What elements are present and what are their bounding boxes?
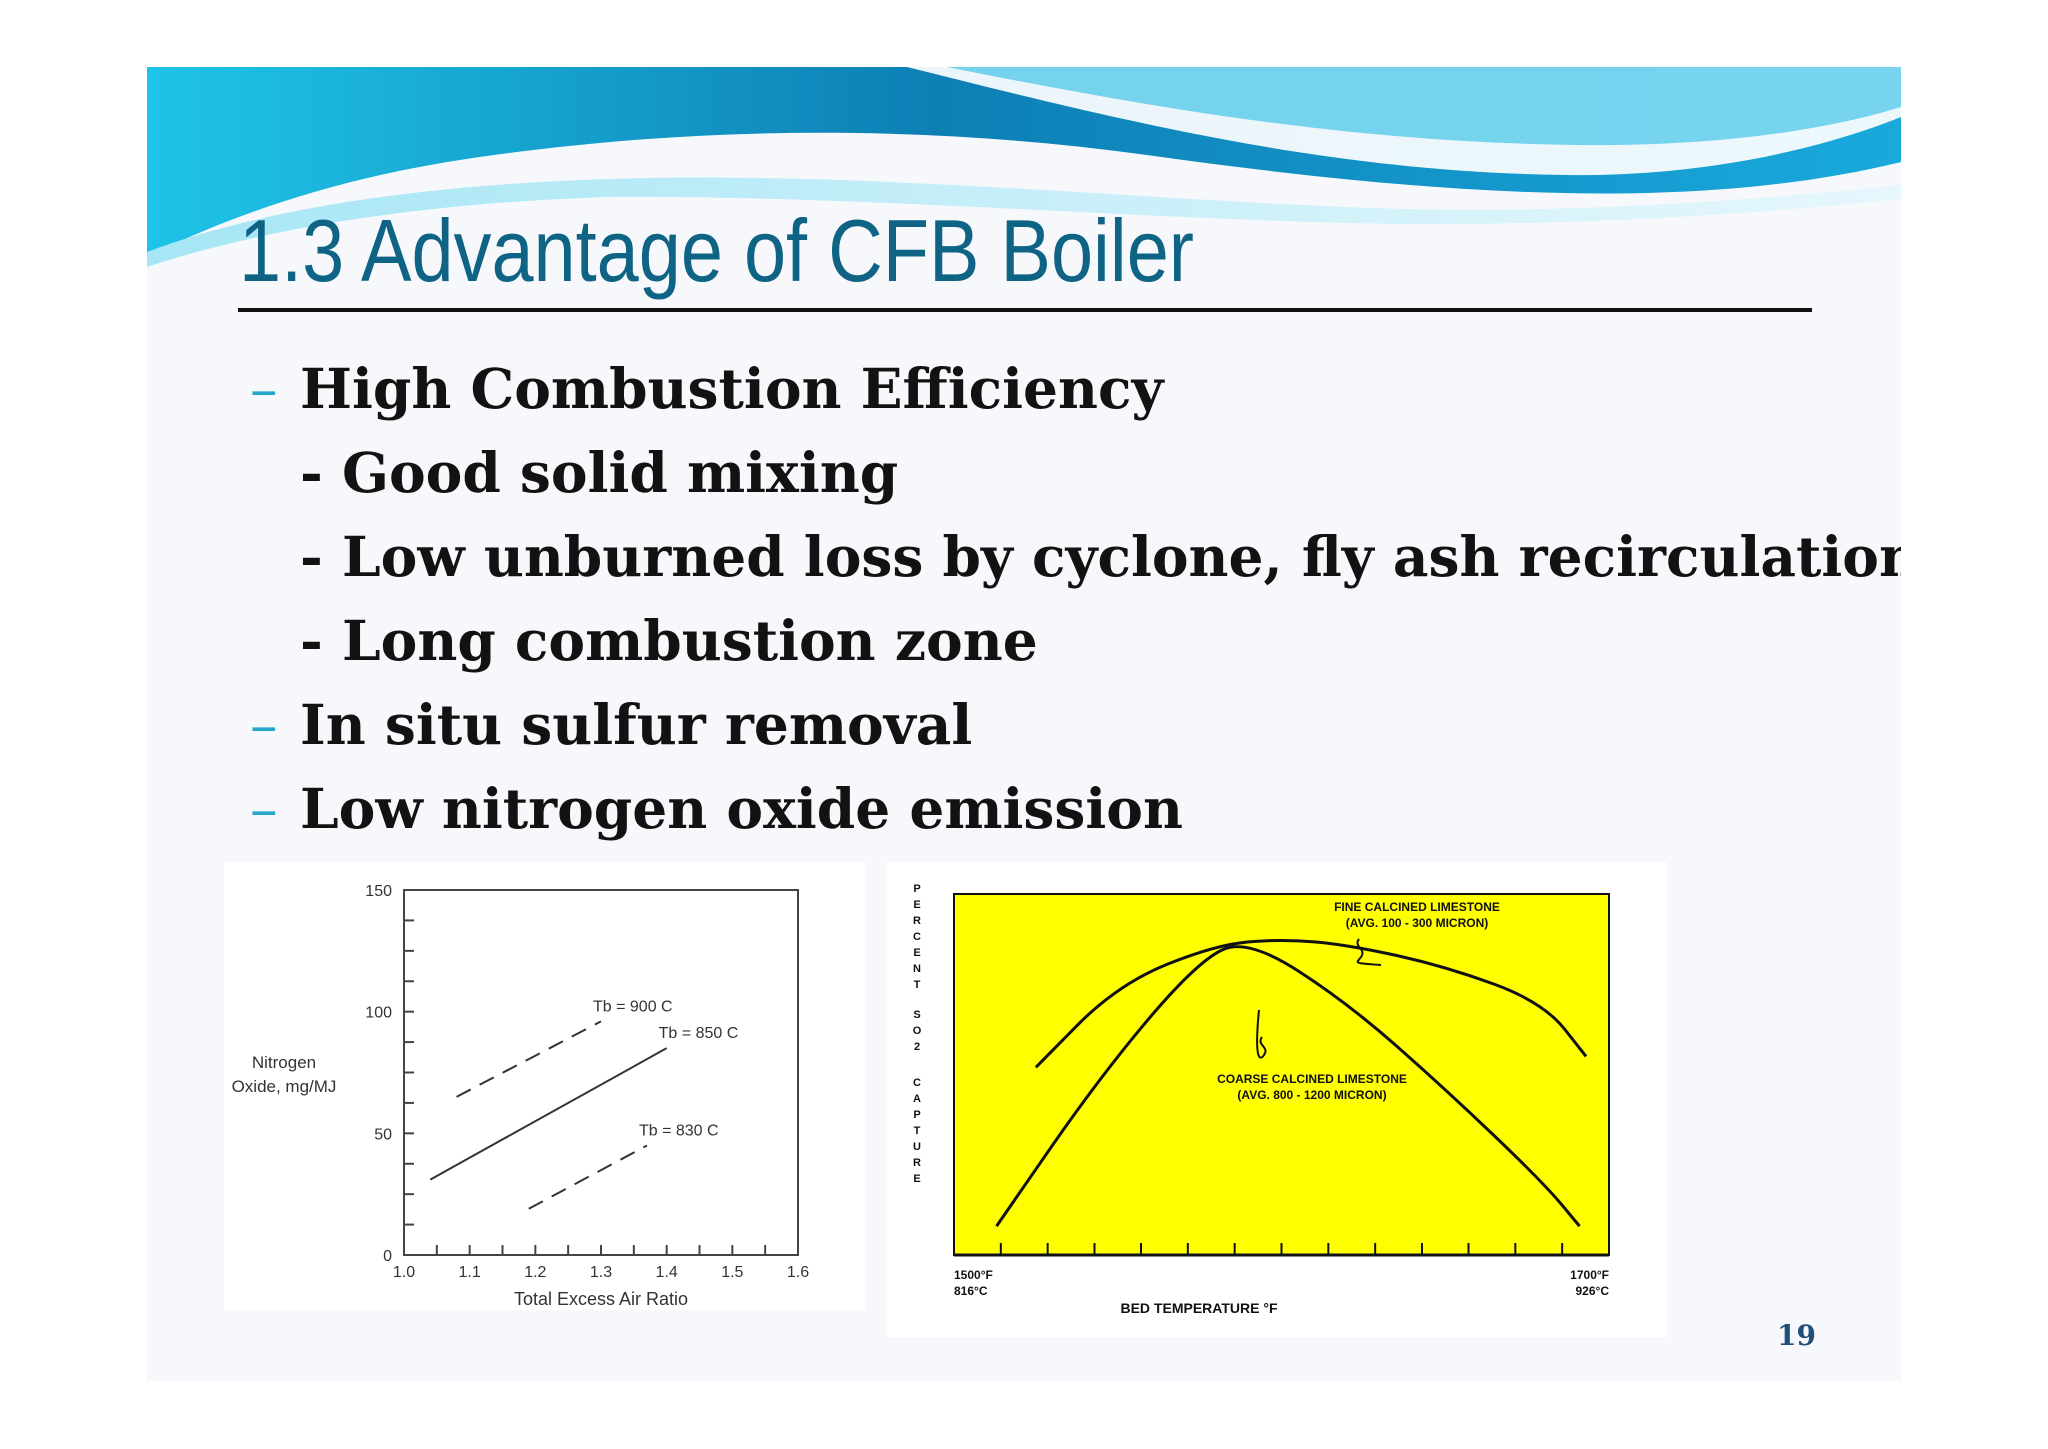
x-tick-label: 1.4 — [656, 1264, 678, 1281]
bullet-text: High Combustion Efficiency — [300, 356, 1164, 421]
y-tick-label: 50 — [374, 1126, 392, 1143]
nox-chart-svg: 0 50 100 150 1.0 1.1 1.2 1.3 1.4 1.5 1.6 Total Exce… — [232, 883, 810, 1309]
x-tick-label: 1.6 — [787, 1264, 809, 1281]
y-tick-label: 100 — [365, 1005, 392, 1022]
bullet-list: – High Combustion Efficiency - Good solid … — [250, 347, 1901, 851]
series-label: FINE CALCINED LIMESTONE — [1334, 900, 1500, 914]
page-number: 19 — [1777, 1319, 1816, 1352]
y-axis-letter: T — [914, 1125, 921, 1137]
y-axis-letter: A — [913, 1093, 921, 1105]
series-label: COARSE CALCINED LIMESTONE — [1217, 1072, 1407, 1086]
x-tick-label: 1.0 — [393, 1264, 415, 1281]
bullet-dash-icon: – — [250, 777, 278, 841]
leader-line — [1356, 938, 1382, 966]
x-tick-label-f: 1500°F — [954, 1268, 993, 1282]
y-axis-letter: N — [913, 963, 921, 975]
page-title: 1.3 Advantage of CFB Boiler — [239, 201, 1194, 300]
y-tick-label: 150 — [365, 883, 392, 900]
y-axis-letter: C — [913, 931, 921, 943]
y-tick-label: 0 — [383, 1248, 392, 1265]
bullet-text: In situ sulfur removal — [300, 692, 973, 757]
bullet-text: Low nitrogen oxide emission — [300, 776, 1183, 841]
series-label: Tb = 900 C — [593, 998, 673, 1015]
series-line — [456, 1020, 602, 1098]
x-tick-label-c: 816°C — [954, 1284, 988, 1298]
series-label: (AVG. 800 - 1200 MICRON) — [1237, 1088, 1386, 1102]
series-curve — [995, 945, 1581, 1228]
series-label: Tb = 850 C — [659, 1025, 739, 1042]
bullet-item: – Low nitrogen oxide emission — [250, 767, 1901, 851]
x-tick-label: 1.1 — [459, 1264, 481, 1281]
so2-capture-chart: P E R C E N T S O 2 C A P T U R E 1500°F 816°C 1700°F 926°C B… — [887, 862, 1667, 1337]
wave-banner — [147, 67, 1901, 267]
bullet-text: - Good solid mixing — [300, 440, 899, 505]
x-tick-label: 1.2 — [524, 1264, 546, 1281]
bullet-item: - Long combustion zone — [250, 599, 1901, 683]
y-axis-letter: T — [914, 979, 921, 991]
y-axis-letter: E — [913, 899, 920, 911]
plot-frame — [403, 889, 799, 1256]
nox-chart: 0 50 100 150 1.0 1.1 1.2 1.3 1.4 1.5 1.6 Total Exce… — [224, 862, 865, 1310]
series-line — [429, 1047, 668, 1181]
series-curve — [1034, 938, 1588, 1069]
leader-line — [1256, 1009, 1267, 1059]
y-axis-letter: E — [913, 1173, 920, 1185]
y-axis-label: Oxide, mg/MJ — [232, 1077, 337, 1096]
y-axis-letter: P — [913, 1109, 920, 1121]
series-label: Tb = 830 C — [639, 1123, 719, 1140]
so2-chart-svg: PERCENTSO2CAPTURE1500°F816°C1700°F926°CB… — [913, 883, 1610, 1316]
y-axis-label: Nitrogen — [252, 1053, 316, 1072]
bullet-dash-icon: – — [250, 357, 278, 421]
y-axis-letter: C — [913, 1077, 921, 1089]
slide: 1.3 Advantage of CFB Boiler – High Combus… — [147, 67, 1901, 1381]
x-axis-label: Total Excess Air Ratio — [514, 1289, 688, 1309]
x-tick-label-c: 926°C — [1576, 1284, 1610, 1298]
bullet-text: - Long combustion zone — [300, 608, 1038, 673]
bullet-item: - Low unburned loss by cyclone, fly ash … — [250, 515, 1901, 599]
x-tick-label-f: 1700°F — [1570, 1268, 1609, 1282]
bullet-text: - Low unburned loss by cyclone, fly ash … — [300, 524, 1901, 589]
y-axis-letter: R — [913, 1157, 921, 1169]
series-label: (AVG. 100 - 300 MICRON) — [1346, 916, 1488, 930]
y-axis-letter: S — [913, 1009, 920, 1021]
plot-area — [953, 893, 1610, 1256]
bullet-item: – In situ sulfur removal — [250, 683, 1901, 767]
x-tick-label: 1.3 — [590, 1264, 612, 1281]
y-axis-letter: E — [913, 947, 920, 959]
banner-wave-cyan — [947, 67, 1901, 146]
bullet-item: – High Combustion Efficiency — [250, 347, 1901, 431]
bullet-dash-icon: – — [250, 693, 278, 757]
x-axis-label: BED TEMPERATURE °F — [1120, 1300, 1277, 1316]
y-axis-letter: 2 — [914, 1041, 920, 1053]
bullet-item: - Good solid mixing — [250, 431, 1901, 515]
y-axis-letter: R — [913, 915, 921, 927]
banner-wave-light — [147, 177, 1901, 267]
y-axis-letter: O — [913, 1025, 922, 1037]
y-axis-letter: U — [913, 1141, 921, 1153]
series-line — [528, 1144, 648, 1210]
x-tick-label: 1.5 — [721, 1264, 743, 1281]
y-axis-letter: P — [913, 883, 920, 895]
title-underline — [238, 308, 1812, 312]
